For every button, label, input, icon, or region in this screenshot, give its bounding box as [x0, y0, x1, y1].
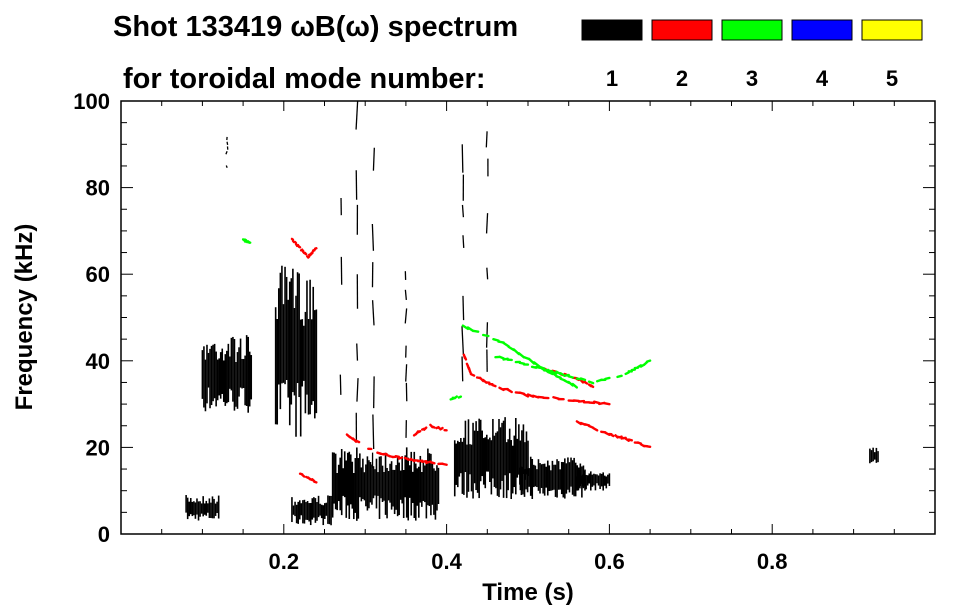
- spectrum-feature-mode2-22: [298, 472, 318, 484]
- spectrum-feature-mode1-7: [576, 469, 611, 491]
- legend-label-1: 1: [606, 66, 618, 91]
- y-tick-label-5: 100: [73, 89, 110, 114]
- spectrum-feature-mode1-9: [225, 136, 229, 168]
- y-tick-label-2: 40: [86, 349, 110, 374]
- spectrum-feature-mode1-8: [869, 447, 879, 464]
- spectrum-feature-mode1-14: [461, 144, 465, 382]
- legend-swatch-3: [721, 19, 783, 41]
- spectrum-feature-mode2-17: [345, 433, 448, 466]
- legend-swatch-5: [861, 19, 923, 41]
- spectrum-feature-mode1-5: [453, 417, 529, 500]
- plot-area-features: [185, 100, 879, 526]
- x-tick-label-3: 0.8: [757, 549, 788, 574]
- x-tick-label-0: 0.2: [269, 549, 300, 574]
- x-tick-label-2: 0.6: [594, 549, 625, 574]
- spectrum-feature-mode1-13: [404, 271, 408, 438]
- spectrum-feature-mode2-19: [462, 353, 611, 406]
- spectrum-feature-mode1-2: [274, 265, 318, 437]
- legend-label-5: 5: [886, 66, 898, 91]
- y-tick-label-0: 0: [98, 522, 110, 547]
- y-tick-label-4: 80: [86, 176, 110, 201]
- spectrum-feature-mode2-16: [290, 237, 318, 259]
- spectrum-feature-mode1-3: [291, 495, 334, 526]
- x-tick-label-1: 0.4: [431, 549, 462, 574]
- legend-label-3: 3: [746, 66, 758, 91]
- spectrum-feature-mode1-4: [331, 447, 440, 521]
- y-tick-label-1: 20: [86, 435, 110, 460]
- legend: 1 2 3 4 5: [581, 19, 923, 91]
- spectrum-feature-mode3-24: [494, 355, 652, 385]
- x-axis: 0.2 0.4 0.6 0.8: [161, 101, 895, 574]
- y-tick-label-3: 60: [86, 262, 110, 287]
- y-axis-label: Frequency (kHz): [11, 224, 38, 411]
- y-axis: 0 20 40 60 80 100: [73, 89, 935, 547]
- spectrum-feature-mode1-11: [355, 100, 359, 441]
- x-axis-label: Time (s): [482, 579, 574, 606]
- spectrum-feature-mode2-21: [575, 420, 652, 449]
- spectrum-feature-mode1-12: [371, 147, 375, 468]
- legend-swatch-1: [581, 19, 643, 41]
- chart-title-line2: for toroidal mode number:: [123, 63, 486, 95]
- spectrum-feature-mode1-6: [519, 456, 586, 500]
- legend-swatch-2: [651, 19, 713, 41]
- spectrum-feature-mode3-26: [241, 238, 252, 244]
- legend-label-2: 2: [676, 66, 688, 91]
- legend-swatch-4: [791, 19, 853, 41]
- spectrum-feature-mode1-1: [201, 335, 253, 413]
- spectrum-feature-mode2-18: [412, 423, 448, 437]
- chart-title-line1: Shot 133419 ωB(ω) spectrum: [113, 11, 518, 43]
- spectrum-feature-mode1-0: [185, 495, 220, 521]
- legend-label-4: 4: [816, 66, 829, 91]
- spectrum-feature-mode3-25: [449, 395, 463, 401]
- spectrum-feature-mode1-10: [339, 197, 343, 395]
